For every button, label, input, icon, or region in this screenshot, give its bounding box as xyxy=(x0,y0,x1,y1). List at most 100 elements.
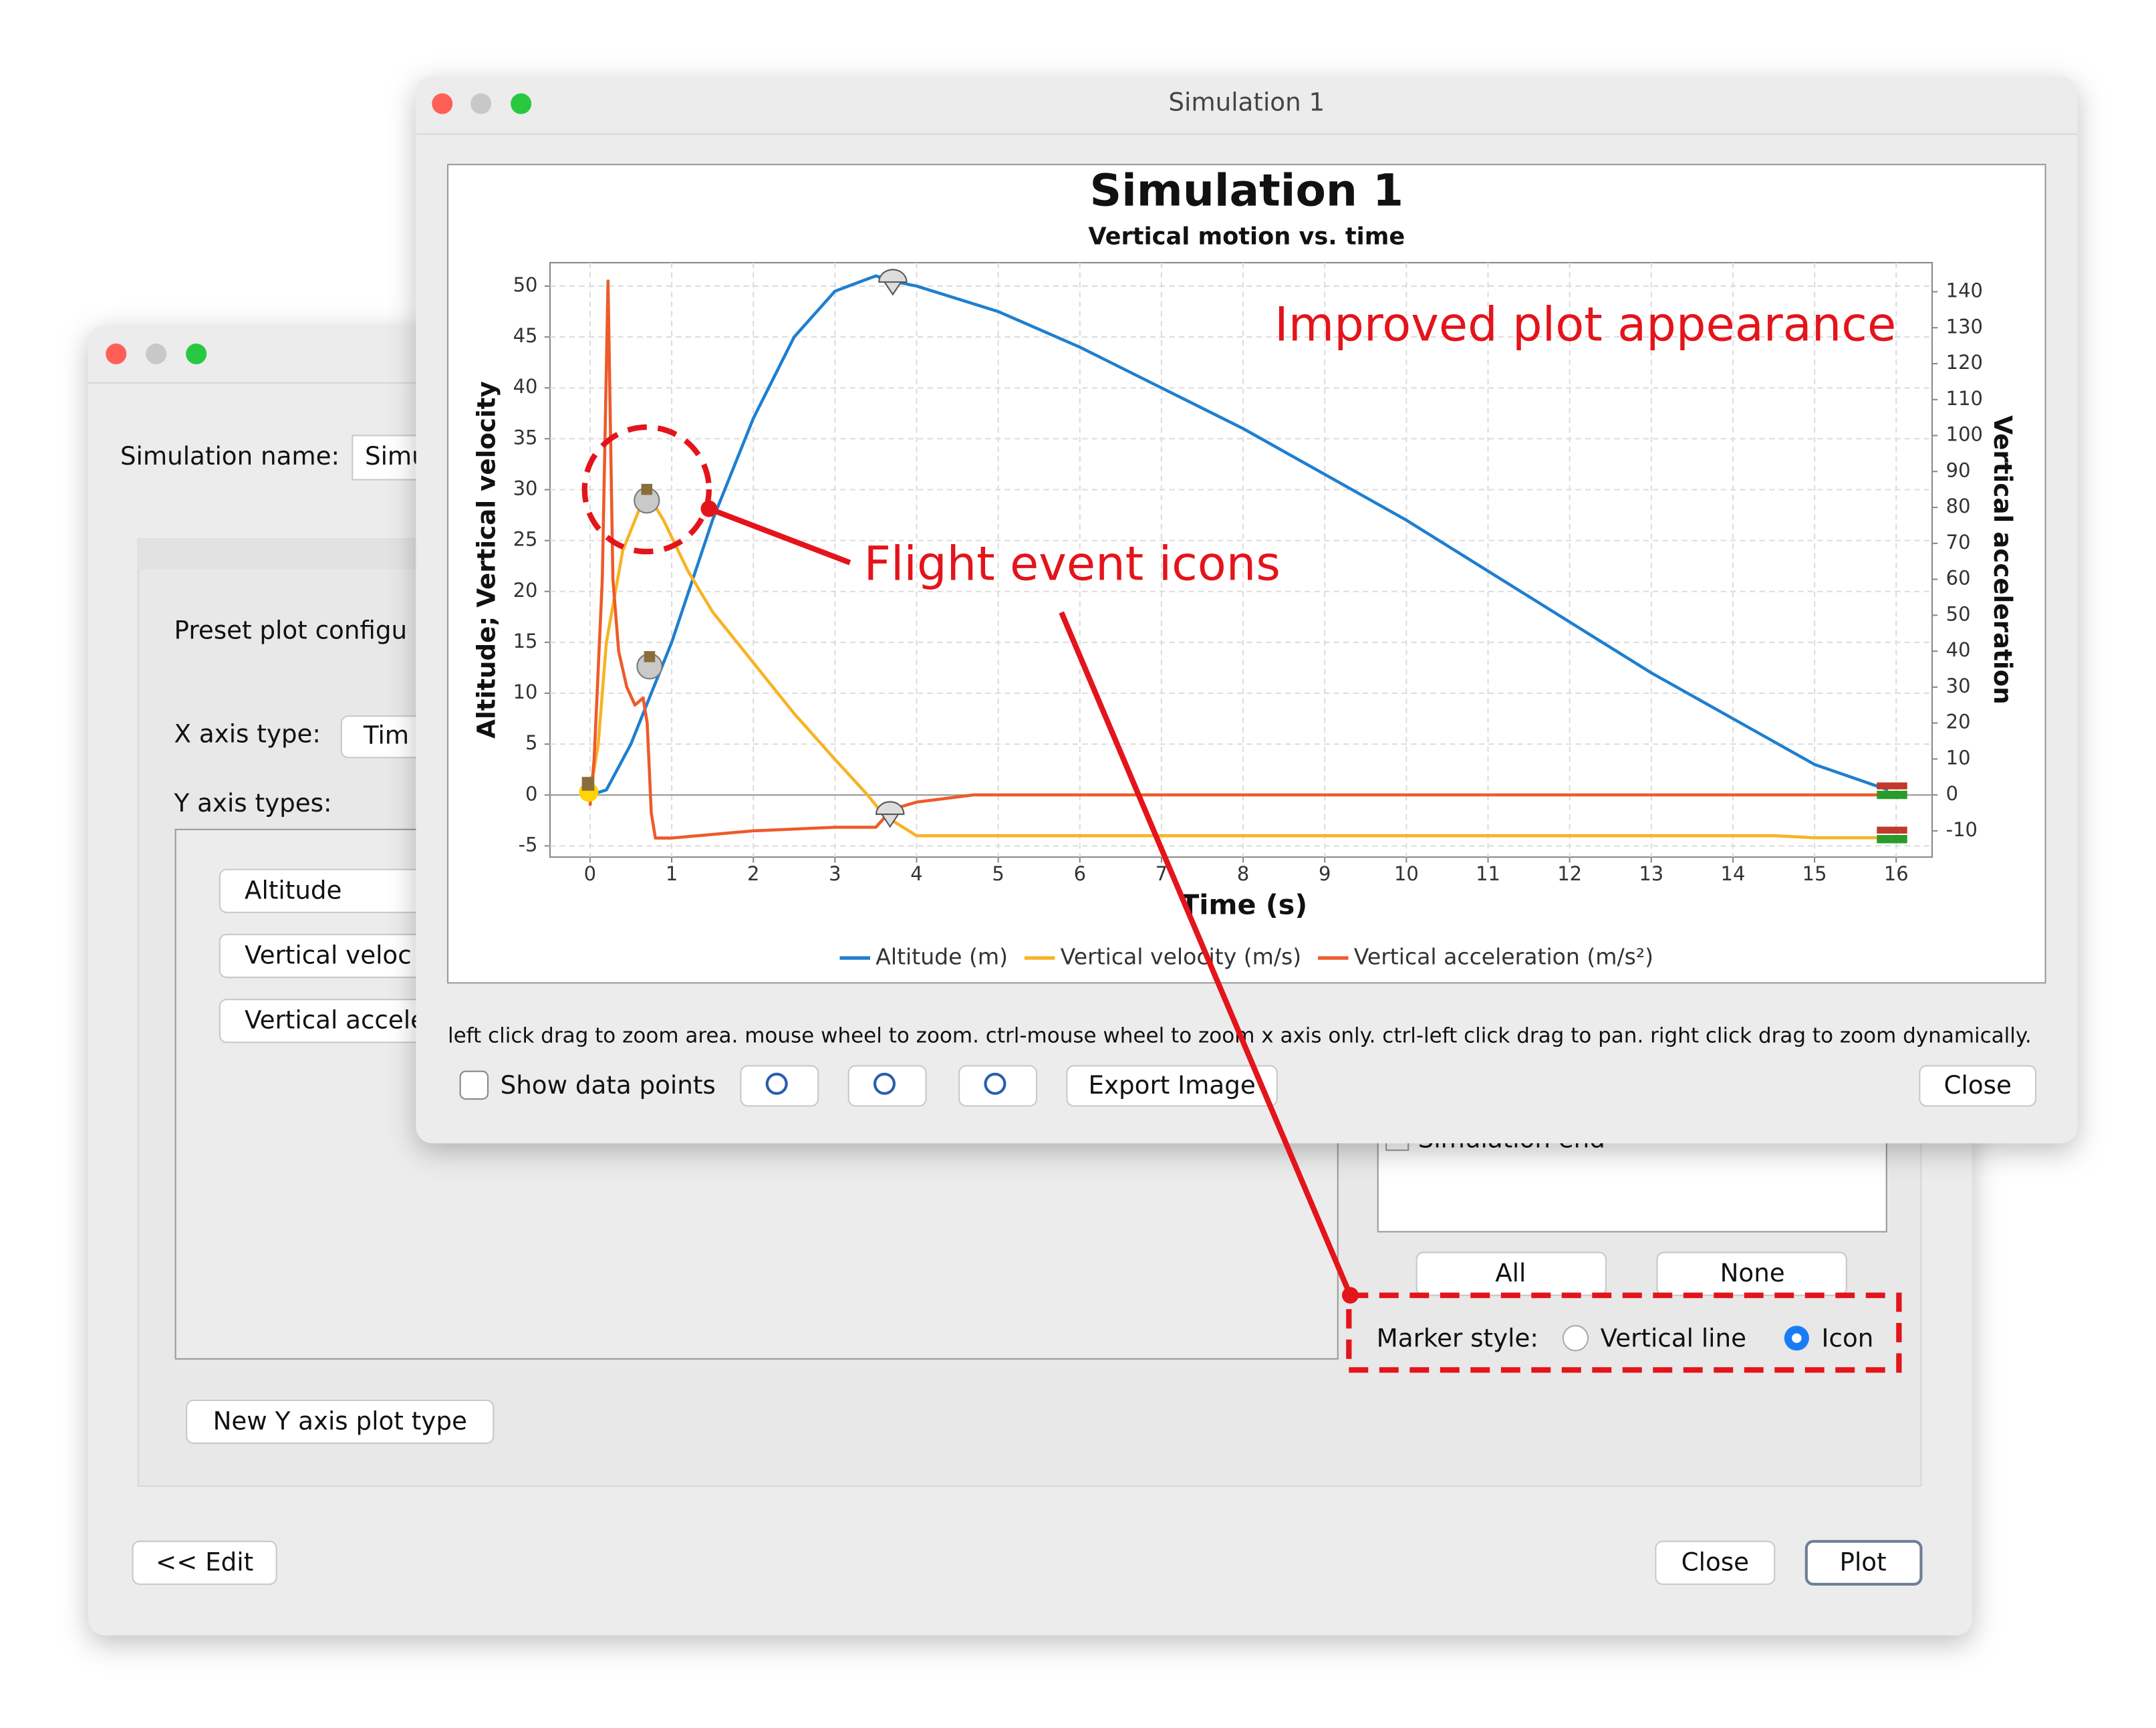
x-tick-label: 7 xyxy=(1156,862,1168,885)
y2-tick-label: 140 xyxy=(1946,279,1983,301)
y-tick-label: 50 xyxy=(513,273,538,296)
min-dot[interactable] xyxy=(470,93,492,114)
ignition-icon xyxy=(581,777,595,791)
y2-tick-label: 100 xyxy=(1946,423,1983,446)
arrow-dot xyxy=(700,500,718,517)
y2-tick-label: 90 xyxy=(1946,459,1971,481)
button-label: All xyxy=(1495,1258,1526,1287)
y2-tick-label: 120 xyxy=(1946,351,1983,374)
zoom-dot[interactable] xyxy=(511,93,532,114)
x-tick-label: 13 xyxy=(1639,862,1663,885)
zoom-fit-button[interactable] xyxy=(847,1065,927,1107)
button-label: Plot xyxy=(1840,1547,1887,1576)
event-icons xyxy=(579,269,1907,844)
x-tick-label: 5 xyxy=(992,862,1004,885)
icon xyxy=(765,1072,788,1095)
chart-title: Simulation 1 xyxy=(1089,165,1403,217)
annotation: Flight event icons xyxy=(863,536,1281,591)
chart-subtitle: Vertical motion vs. time xyxy=(1088,223,1405,251)
legend-label: Vertical acceleration (m/s²) xyxy=(1354,944,1653,970)
radio-dot xyxy=(1792,1333,1802,1344)
button[interactable] xyxy=(1655,1540,1776,1585)
y-tick-label: 5 xyxy=(525,731,537,754)
icon xyxy=(984,1072,1006,1095)
highlight-box xyxy=(1346,1292,1902,1373)
icon xyxy=(873,1072,896,1095)
y2-tick-label: 50 xyxy=(1946,602,1971,625)
y-tick-label: 10 xyxy=(513,681,538,703)
label: Simulation name: xyxy=(120,441,340,471)
x-tick-label: 11 xyxy=(1476,862,1500,885)
legend-label: Altitude (m) xyxy=(875,944,1008,970)
button-label: Close xyxy=(1681,1547,1749,1576)
y-tick-label: 0 xyxy=(525,782,537,805)
y-tick-label: 40 xyxy=(513,375,538,398)
apogee-icon xyxy=(878,269,908,296)
y2-tick-label: 20 xyxy=(1946,711,1971,733)
burnout-icon xyxy=(644,651,656,662)
x-tick-label: 2 xyxy=(747,862,759,885)
y2-tick-label: 70 xyxy=(1946,531,1971,553)
x-tick-label: 10 xyxy=(1394,862,1419,885)
y2-tick-label: 80 xyxy=(1946,495,1971,517)
highlight-circle xyxy=(581,424,712,555)
y2-tick-label: 110 xyxy=(1946,387,1983,410)
y2-tick-label: 10 xyxy=(1946,746,1971,769)
button-label: Close xyxy=(1944,1070,2012,1100)
chart: 0 1 2 3 4 5 6 7 8 9 10 11 12 13 14 15 16-505101520253035… xyxy=(513,262,1983,970)
combo-value: Vertical veloc xyxy=(245,941,412,970)
y2-tick-label: 130 xyxy=(1946,315,1983,338)
radio[interactable] xyxy=(1562,1325,1589,1352)
end-icon xyxy=(1877,790,1907,799)
x-tick-label: 15 xyxy=(1802,862,1827,885)
burnout-icon xyxy=(641,483,653,495)
window-title: Simulation 1 xyxy=(1168,88,1325,117)
x-tick-label: 8 xyxy=(1237,862,1249,885)
checkbox[interactable] xyxy=(459,1070,489,1100)
zoom-dot[interactable] xyxy=(186,343,207,364)
x-tick-label: 4 xyxy=(910,862,922,885)
button[interactable] xyxy=(1919,1065,2037,1107)
y2-tick-label: -10 xyxy=(1946,818,1978,841)
x-tick-label: 1 xyxy=(666,862,678,885)
checkbox-label: Show data points xyxy=(501,1070,716,1100)
min-dot[interactable] xyxy=(146,343,167,364)
label: Y axis types: xyxy=(174,788,332,818)
radio-label: Vertical line xyxy=(1601,1323,1746,1352)
y-tick-label: 20 xyxy=(513,579,538,602)
button[interactable] xyxy=(1066,1065,1278,1107)
y2-tick-label: 60 xyxy=(1946,567,1971,590)
button-default[interactable] xyxy=(1804,1539,1923,1586)
series-line xyxy=(588,279,1889,840)
plot-window: Simulation 1 Simulation 1 Vertical motio… xyxy=(416,76,2078,1144)
x-tick-label: 12 xyxy=(1557,862,1582,885)
button[interactable] xyxy=(186,1399,495,1445)
series-line xyxy=(588,498,1889,840)
x-axis-label: Time (s) xyxy=(1180,889,1307,921)
y2-axis-label: Vertical acceleration xyxy=(1988,415,2018,704)
x-tick-label: 9 xyxy=(1319,862,1331,885)
x-tick-label: 16 xyxy=(1884,862,1909,885)
button-label: New Y axis plot type xyxy=(213,1406,467,1435)
deploy-icon xyxy=(875,801,905,828)
label: Marker style: xyxy=(1377,1323,1538,1352)
y2-tick-label: 30 xyxy=(1946,674,1971,697)
y-tick-label: 45 xyxy=(513,324,538,347)
close-dot[interactable] xyxy=(432,93,453,114)
zoom-out-button[interactable] xyxy=(958,1065,1037,1107)
end-icon xyxy=(1877,826,1907,834)
x-tick-label: 0 xyxy=(584,862,596,885)
zoom-in-button[interactable] xyxy=(740,1065,819,1107)
annotations: Improved plot appearance Flight event ic… xyxy=(581,297,1896,1304)
arrow xyxy=(1059,611,1353,1297)
legend-label: Vertical velocity (m/s) xyxy=(1061,944,1302,970)
y-tick-label: 30 xyxy=(513,477,538,499)
label: X axis type: xyxy=(174,719,321,749)
x-tick-label: 3 xyxy=(829,862,841,885)
x-tick-label: 14 xyxy=(1721,862,1746,885)
y-tick-label: 15 xyxy=(513,630,538,652)
button[interactable] xyxy=(132,1540,277,1585)
y-tick-label: 25 xyxy=(513,528,538,551)
close-dot[interactable] xyxy=(106,343,127,364)
